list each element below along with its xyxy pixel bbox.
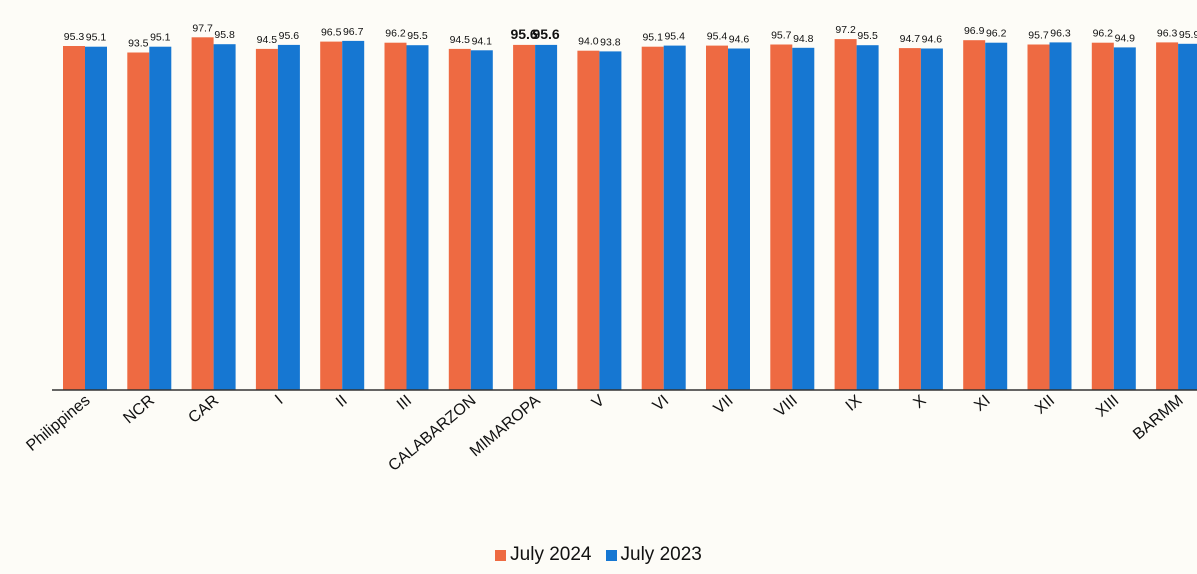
data-label-july-2024-xi: 96.9 — [964, 25, 985, 37]
chart-legend: July 2024 July 2023 — [0, 544, 1197, 566]
legend-swatch-july-2024 — [495, 549, 507, 561]
bar-july-2023-xi — [985, 42, 1008, 390]
category-label-v: V — [589, 392, 608, 412]
data-label-july-2023-barmm: 95.9 — [1179, 29, 1197, 41]
data-label-july-2023-mimaropa: 95.6 — [532, 26, 559, 42]
data-label-july-2023-iii: 95.5 — [407, 30, 428, 42]
category-label-ncr: NCR — [120, 392, 157, 427]
data-label-july-2024-ii: 96.5 — [321, 27, 342, 39]
category-label-ii: II — [333, 392, 351, 411]
bar-july-2024-x — [898, 48, 921, 390]
data-label-july-2023-vii: 94.6 — [729, 34, 750, 46]
bar-july-2024-i — [255, 48, 278, 391]
bar-july-2024-xi — [963, 40, 986, 390]
data-label-july-2023-calabarzon: 94.1 — [472, 35, 493, 47]
bar-july-2023-barmm — [1178, 43, 1197, 391]
bar-july-2024-car — [191, 37, 214, 391]
bar-july-2023-car — [213, 44, 236, 390]
category-label-x: X — [910, 392, 929, 412]
legend-item-july-2024: July 2024 — [495, 544, 592, 566]
bar-july-2024-mimaropa — [513, 44, 536, 391]
data-label-july-2024-philippines: 95.3 — [64, 31, 85, 43]
bar-july-2023-i — [277, 44, 300, 391]
category-label-ix: IX — [843, 392, 866, 415]
legend-label-july-2023: July 2023 — [620, 544, 702, 565]
data-label-july-2023-vi: 95.4 — [664, 31, 685, 43]
data-label-july-2023-ncr: 95.1 — [150, 32, 171, 44]
bar-july-2024-vii — [706, 45, 728, 390]
data-label-july-2024-iii: 96.2 — [385, 28, 406, 40]
bar-july-2024-v — [577, 50, 600, 390]
bar-july-2023-v — [599, 51, 622, 391]
data-label-july-2023-i: 95.6 — [279, 30, 300, 42]
data-label-july-2024-vii: 95.4 — [707, 31, 728, 43]
data-label-july-2023-xi: 96.2 — [986, 28, 1007, 40]
data-label-july-2023-car: 95.8 — [214, 29, 235, 41]
data-label-july-2024-ncr: 93.5 — [128, 38, 149, 50]
bar-july-2023-philippines — [85, 46, 107, 390]
category-label-barmm: BARMM — [1130, 392, 1187, 443]
data-label-july-2024-v: 94.0 — [578, 36, 599, 48]
category-label-xi: XI — [971, 392, 994, 415]
legend-item-july-2023: July 2023 — [605, 544, 702, 566]
data-label-july-2023-xiii: 94.9 — [1115, 32, 1136, 44]
bar-july-2023-viii — [792, 47, 815, 391]
bar-july-2023-ii — [342, 40, 365, 391]
bar-july-2023-xiii — [1113, 47, 1136, 391]
bar-july-2023-vi — [663, 45, 686, 390]
bar-july-2024-iii — [384, 42, 407, 390]
legend-label-july-2024: July 2024 — [510, 544, 592, 565]
bar-july-2024-ix — [834, 39, 857, 390]
data-label-july-2024-vi: 95.1 — [642, 32, 663, 44]
bar-july-2023-mimaropa — [535, 44, 558, 391]
data-label-july-2024-i: 94.5 — [257, 34, 278, 46]
data-label-july-2024-calabarzon: 94.5 — [450, 34, 471, 46]
data-label-july-2024-xii: 95.7 — [1028, 30, 1049, 42]
data-label-july-2024-xiii: 96.2 — [1093, 28, 1114, 40]
category-label-xiii: XIII — [1093, 392, 1122, 420]
bar-july-2023-iii — [406, 45, 429, 390]
data-label-july-2023-xii: 96.3 — [1050, 27, 1071, 39]
bar-july-2024-barmm — [1156, 42, 1179, 391]
data-label-july-2023-x: 94.6 — [922, 34, 943, 46]
bar-july-2024-calabarzon — [448, 48, 471, 391]
data-label-july-2024-mimaropa: 95.6 — [510, 26, 537, 42]
data-label-july-2024-ix: 97.2 — [835, 24, 856, 36]
bar-july-2023-ncr — [149, 46, 172, 390]
category-label-vi: VI — [650, 392, 673, 415]
bar-july-2024-ncr — [127, 52, 150, 390]
category-label-vii: VII — [711, 392, 737, 418]
category-label-iii: III — [394, 392, 415, 414]
data-label-july-2023-ix: 95.5 — [857, 30, 878, 42]
bar-july-2023-x — [920, 48, 943, 390]
bar-july-2023-calabarzon — [470, 50, 493, 391]
bar-july-2024-ii — [320, 41, 343, 390]
bar-july-2024-philippines — [63, 46, 85, 390]
data-label-july-2023-ii: 96.7 — [343, 26, 364, 38]
category-label-mimaropa: MIMAROPA — [467, 392, 544, 460]
category-label-xii: XII — [1032, 392, 1058, 418]
category-label-car: CAR — [185, 392, 222, 427]
bar-july-2023-xii — [1049, 42, 1072, 391]
bar-july-2024-xiii — [1091, 42, 1114, 390]
legend-swatch-july-2023 — [605, 549, 617, 561]
data-label-july-2024-viii: 95.7 — [771, 30, 792, 42]
data-label-july-2023-philippines: 95.1 — [86, 32, 107, 44]
data-label-july-2023-v: 93.8 — [600, 36, 621, 48]
bar-july-2023-vii — [728, 48, 750, 390]
bar-july-2024-xii — [1027, 44, 1050, 390]
data-label-july-2024-x: 94.7 — [900, 33, 921, 45]
category-label-i: I — [272, 392, 286, 408]
data-label-july-2023-viii: 94.8 — [793, 33, 814, 45]
category-label-philippines: Philippines — [23, 392, 93, 455]
data-label-july-2024-barmm: 96.3 — [1157, 27, 1178, 39]
data-label-july-2024-car: 97.7 — [192, 22, 213, 34]
bar-july-2023-ix — [856, 45, 879, 390]
bar-july-2024-vi — [641, 46, 664, 390]
bar-july-2024-viii — [770, 44, 793, 390]
category-label-viii: VIII — [772, 392, 801, 420]
